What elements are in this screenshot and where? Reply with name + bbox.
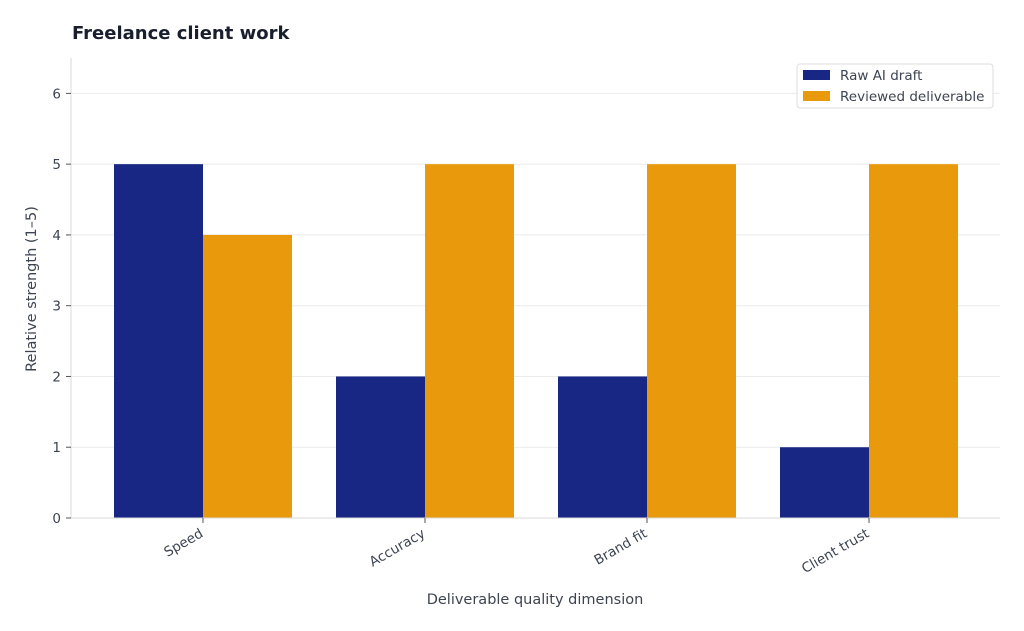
bar-raw-ai-draft-client-trust [780, 447, 869, 518]
y-axis-label: Relative strength (1–5) [24, 206, 40, 372]
legend-label-reviewed-deliverable: Reviewed deliverable [840, 89, 984, 105]
chart-title: Freelance client work [72, 23, 290, 44]
y-tick-label: 2 [52, 369, 61, 385]
bar-reviewed-deliverable-brand-fit [647, 164, 736, 518]
x-tick-label-client-trust: Client trust [799, 526, 872, 577]
y-tick-label: 1 [52, 440, 61, 456]
y-tick-label: 4 [52, 228, 61, 244]
bar-raw-ai-draft-brand-fit [558, 376, 647, 518]
legend-swatch-raw-ai-draft [803, 70, 830, 80]
x-tick-label-accuracy: Accuracy [367, 526, 428, 571]
axes-layer [70, 58, 1000, 519]
legend: Raw AI draft Reviewed deliverable [796, 63, 994, 109]
x-axis-label: Deliverable quality dimension [427, 592, 644, 608]
x-tick-label-brand-fit: Brand fit [591, 526, 650, 569]
bars-layer [114, 164, 958, 518]
bar-reviewed-deliverable-client-trust [869, 164, 958, 518]
y-tick-label: 5 [52, 157, 61, 173]
bar-reviewed-deliverable-accuracy [425, 164, 514, 518]
bar-reviewed-deliverable-speed [203, 234, 292, 518]
legend-label-raw-ai-draft: Raw AI draft [840, 68, 922, 84]
legend-swatch-reviewed-deliverable [803, 91, 830, 101]
bar-raw-ai-draft-accuracy [336, 376, 425, 518]
bar-raw-ai-draft-speed [114, 164, 203, 518]
x-tick-label-speed: Speed [161, 526, 206, 561]
y-tick-label: 0 [52, 511, 61, 527]
y-tick-label: 6 [52, 86, 61, 102]
y-tick-label: 3 [52, 299, 61, 315]
legend-box [796, 63, 994, 109]
